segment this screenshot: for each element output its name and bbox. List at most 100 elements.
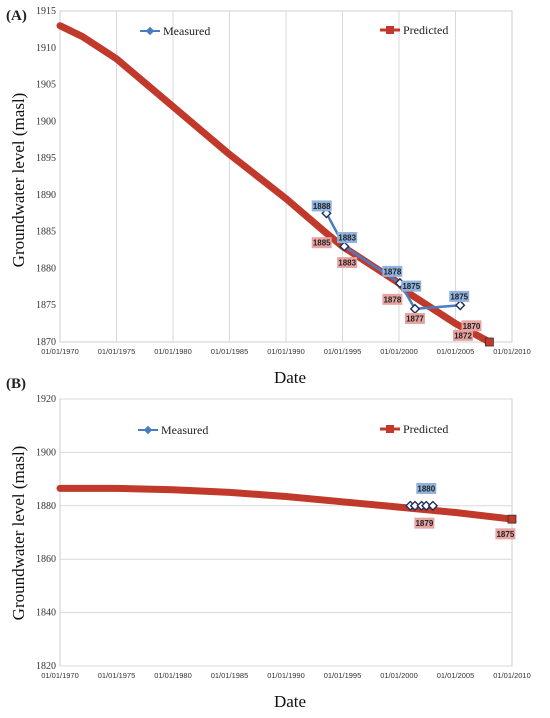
predicted-data-label: 1879 <box>414 517 435 529</box>
legend-predicted-marker <box>386 26 394 34</box>
panel-b-x-ticks: 01/01/1970 01/01/1975 01/01/1980 01/01/1985… <box>41 671 531 680</box>
predicted-data-label-bg <box>453 329 474 341</box>
predicted-series-line <box>56 484 516 523</box>
measured-data-label: 1883 <box>337 232 358 244</box>
panel-b-legend: Measured Predicted <box>138 422 448 437</box>
measured-data-label-text: 1888 <box>313 202 331 211</box>
measured-data-label-bg <box>449 290 470 302</box>
x-tick-label: 01/01/1995 <box>324 671 362 680</box>
x-tick-label: 01/01/1970 <box>41 347 79 356</box>
y-tick-label: 1840 <box>36 608 56 619</box>
y-tick-label: 1920 <box>36 394 56 405</box>
measured-data-label-bg <box>337 232 358 244</box>
y-tick-label: 1900 <box>36 447 56 458</box>
x-tick-label: 01/01/1975 <box>98 347 136 356</box>
measured-data-label-bg <box>311 200 332 212</box>
panel-b-series <box>56 484 517 524</box>
predicted-data-label-bg <box>495 528 516 540</box>
legend-measured-marker <box>145 26 155 36</box>
measured-data-label: 1888 <box>311 200 332 212</box>
predicted-data-label-text: 1879 <box>415 519 433 528</box>
panel-a-legend: Measured Predicted <box>140 23 448 38</box>
predicted-data-label: 1883 <box>337 257 358 269</box>
y-tick-label: 1870 <box>36 337 56 348</box>
predicted-data-label-text: 1875 <box>496 530 514 539</box>
measured-data-label: 1880 <box>416 482 437 494</box>
measured-point <box>409 500 421 512</box>
x-tick-label: 01/01/1990 <box>267 671 305 680</box>
panel-a-y-title: Groundwater level (masl) <box>9 93 28 268</box>
x-tick-label: 01/01/1975 <box>98 671 136 680</box>
measured-point <box>339 241 350 252</box>
measured-point <box>427 500 439 512</box>
predicted-data-label-bg <box>311 237 332 249</box>
x-tick-label: 01/01/2005 <box>437 671 475 680</box>
x-tick-label: 01/01/2000 <box>380 347 418 356</box>
x-tick-label: 01/01/2010 <box>493 671 531 680</box>
x-tick-label: 01/01/2005 <box>437 347 475 356</box>
y-tick-label: 1875 <box>36 300 56 311</box>
panel-b-label: (B) <box>6 376 26 392</box>
panel-a-series <box>56 22 494 347</box>
x-tick-label: 01/01/2000 <box>380 671 418 680</box>
predicted-point <box>507 514 517 524</box>
y-tick-label: 1895 <box>36 153 56 164</box>
y-tick-label: 1890 <box>36 190 56 201</box>
panel-b-grid <box>60 398 512 667</box>
y-tick-label: 1880 <box>36 263 56 274</box>
x-tick-label: 01/01/2010 <box>493 347 531 356</box>
y-tick-label: 1880 <box>36 501 56 512</box>
panel-b-data-labels: 1880 1879 1875 <box>414 482 516 540</box>
legend-measured-label: Measured <box>161 423 208 437</box>
panel-b-plot-area <box>59 398 513 667</box>
predicted-data-label: 1878 <box>382 293 403 305</box>
measured-data-label: 1875 <box>401 280 422 292</box>
measured-point <box>421 500 432 512</box>
measured-point <box>409 303 421 315</box>
predicted-point <box>484 337 494 347</box>
x-tick-label: 01/01/1980 <box>154 347 192 356</box>
predicted-data-label-text: 1870 <box>463 322 481 331</box>
x-tick-label: 01/01/1980 <box>154 671 192 680</box>
legend-predicted-marker <box>386 425 394 433</box>
measured-data-label: 1878 <box>382 265 403 277</box>
x-tick-label: 01/01/1985 <box>211 671 249 680</box>
predicted-data-label-bg <box>382 293 403 305</box>
predicted-data-label: 1875 <box>495 528 516 540</box>
panel-a-y-ticks: 1915 1910 1905 1900 1895 1890 1885 1880 1875 1870 <box>36 6 56 348</box>
y-tick-label: 1900 <box>36 116 56 127</box>
predicted-data-label-bg <box>414 517 435 529</box>
measured-data-label-text: 1883 <box>338 234 356 243</box>
predicted-data-label-bg <box>404 312 425 324</box>
y-tick-label: 1885 <box>36 227 56 238</box>
x-tick-label: 01/01/1990 <box>267 347 305 356</box>
predicted-data-label-text: 1877 <box>406 314 424 323</box>
measured-data-label-bg <box>416 482 437 494</box>
predicted-data-label: 1885 <box>311 237 332 249</box>
predicted-data-label-text: 1878 <box>383 295 401 304</box>
measured-data-label-text: 1878 <box>383 267 401 276</box>
measured-data-label: 1875 <box>449 290 470 302</box>
measured-data-label-bg <box>382 265 403 277</box>
predicted-data-label: 1870 <box>461 320 482 332</box>
predicted-data-label: 1877 <box>404 312 425 324</box>
x-tick-label: 01/01/1995 <box>324 347 362 356</box>
panel-b-y-ticks: 1920 1900 1880 1860 1840 1820 <box>36 394 56 672</box>
y-tick-label: 1910 <box>36 43 56 54</box>
legend-predicted-label: Predicted <box>403 23 448 37</box>
measured-data-label-text: 1875 <box>402 282 420 291</box>
panel-b-y-title: Groundwater level (masl) <box>9 446 28 621</box>
predicted-data-label-text: 1883 <box>338 259 356 268</box>
panel-a-x-ticks: 01/01/1970 01/01/1975 01/01/1980 01/01/1985… <box>41 347 531 356</box>
y-tick-label: 1820 <box>36 661 56 672</box>
predicted-data-label-text: 1872 <box>454 331 472 340</box>
predicted-data-label-bg <box>461 320 482 332</box>
panel-a-label: (A) <box>6 8 27 24</box>
x-tick-label: 01/01/1970 <box>41 671 79 680</box>
legend-measured-label: Measured <box>163 24 210 38</box>
x-tick-label: 01/01/1985 <box>211 347 249 356</box>
legend-measured-marker <box>143 425 153 435</box>
predicted-data-label-bg <box>337 257 358 269</box>
